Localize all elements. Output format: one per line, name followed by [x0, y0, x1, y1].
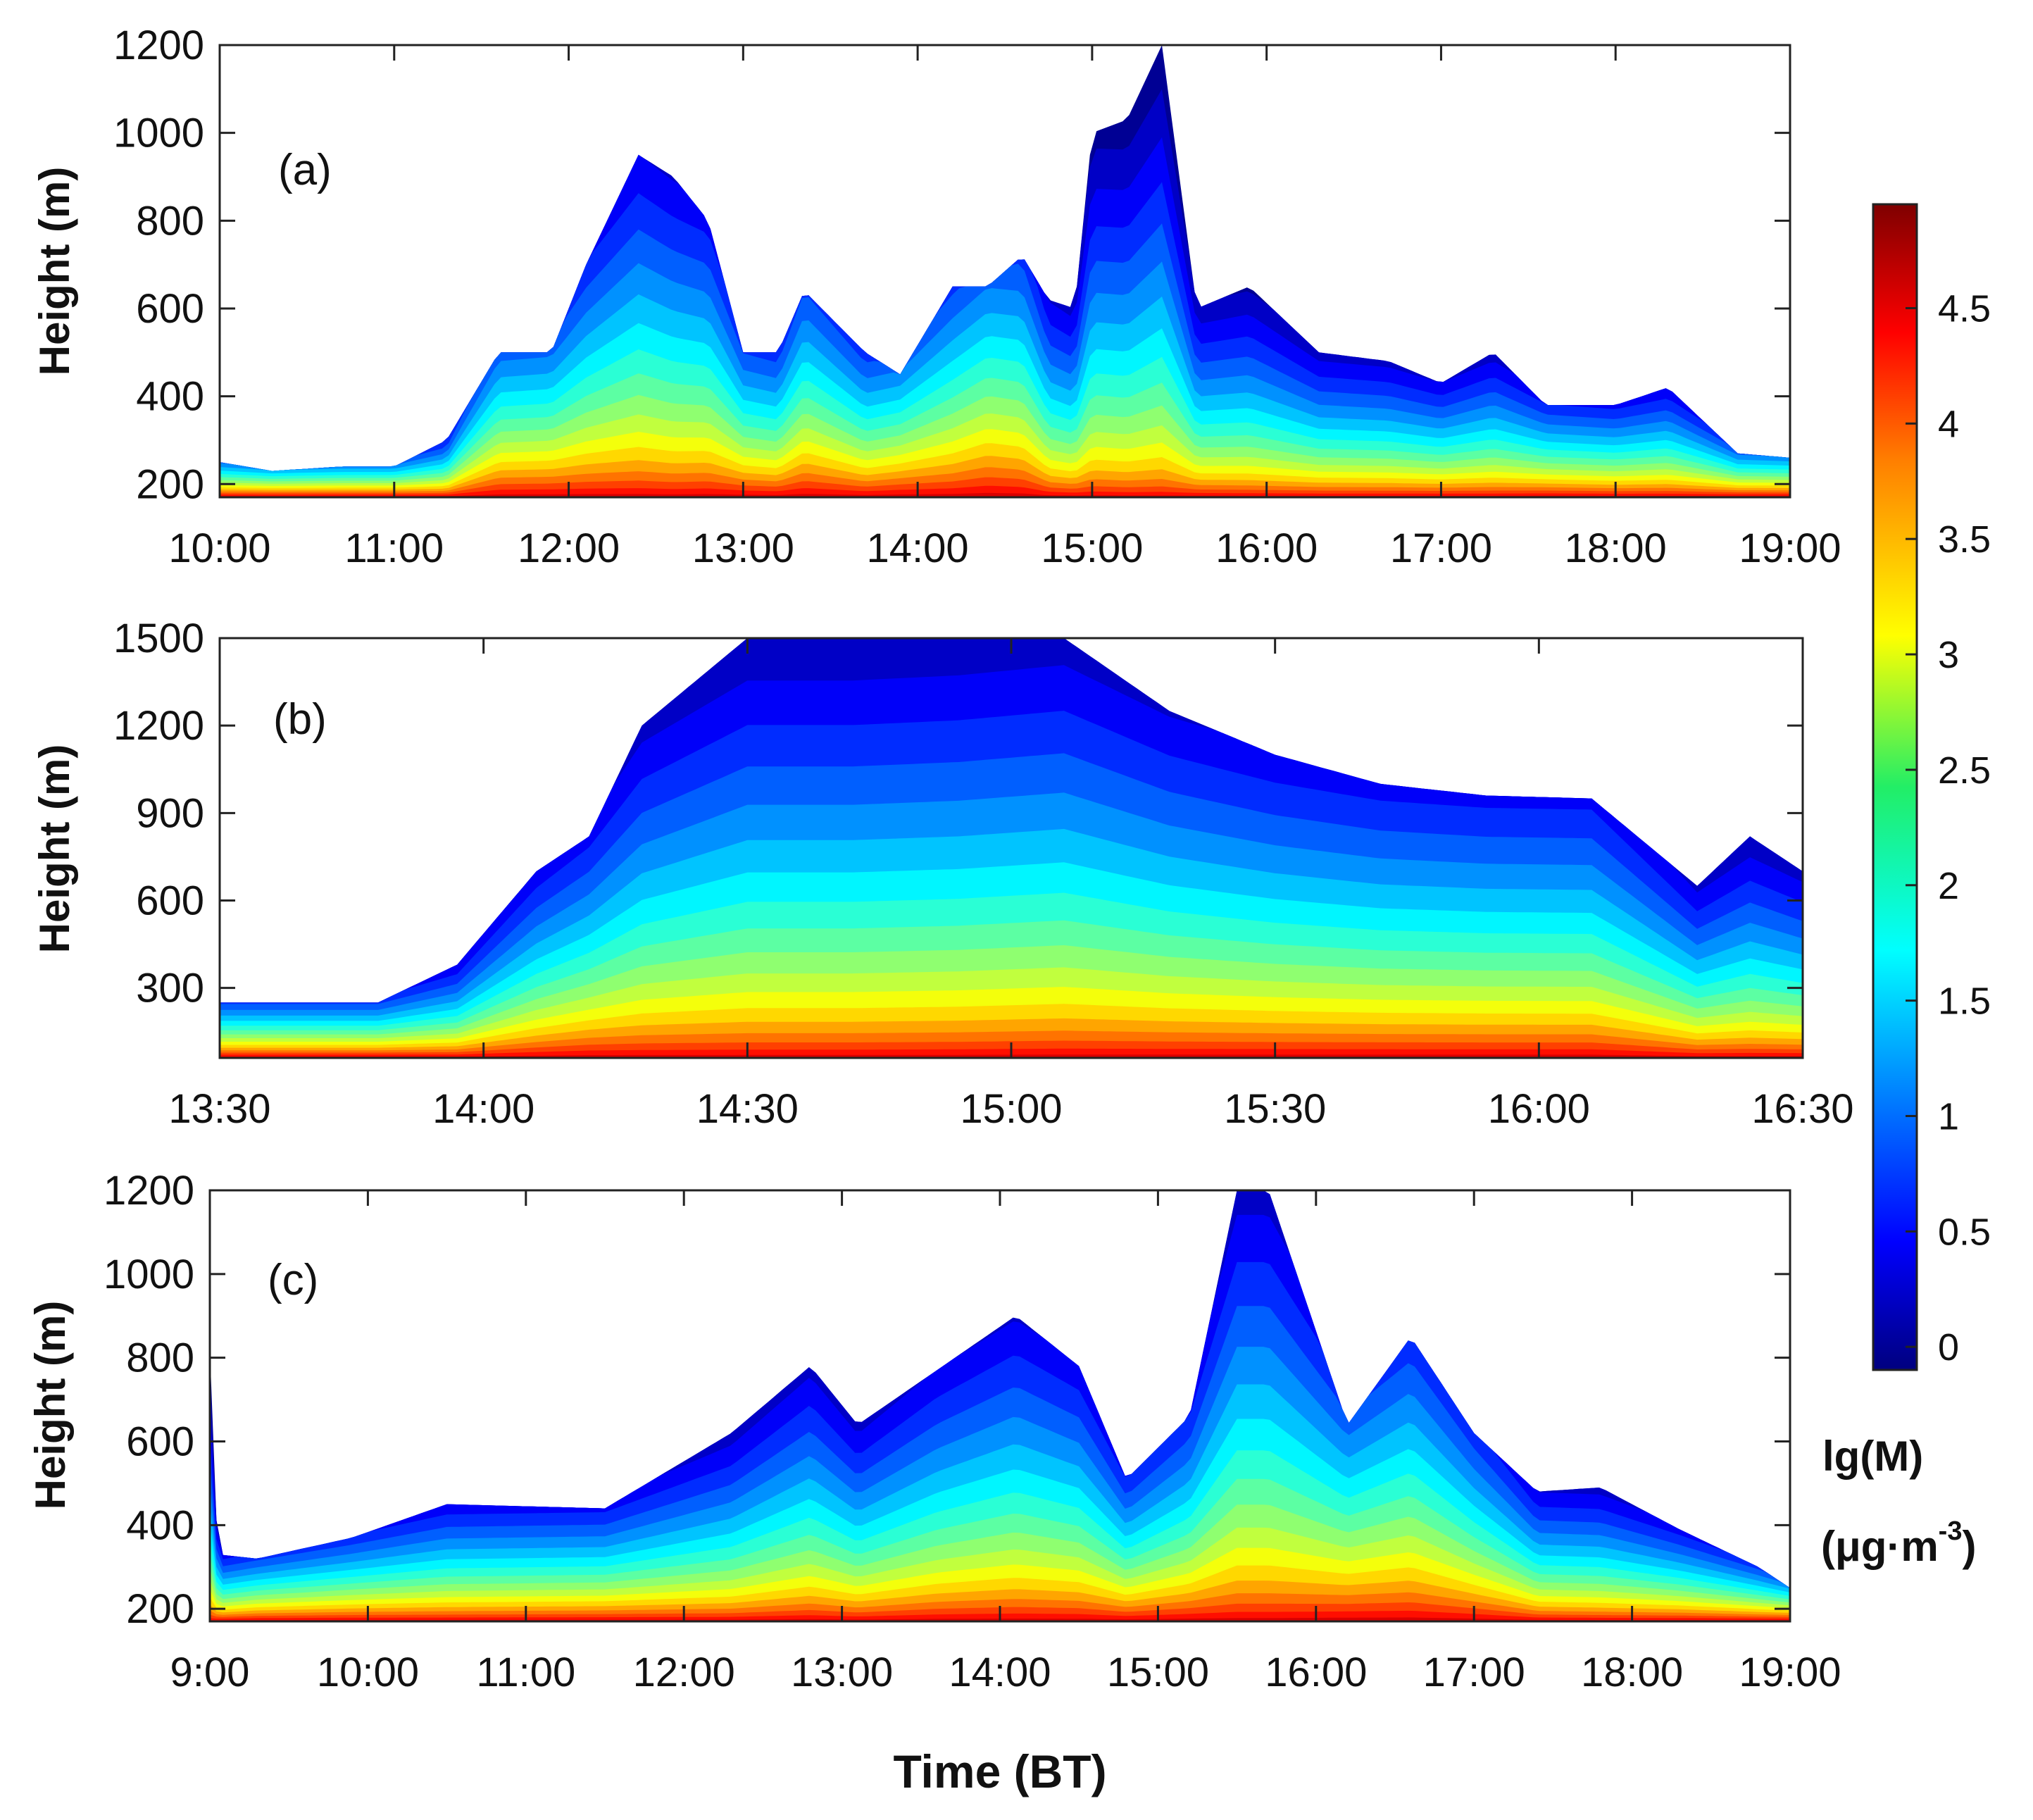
x-tick-label: 16:00 — [1265, 1650, 1367, 1695]
colorbar-tick-label: 2.5 — [1938, 749, 1991, 792]
y-tick-label: 1200 — [113, 703, 204, 749]
y-tick-label: 1200 — [113, 23, 204, 68]
y-tick-label: 1000 — [104, 1252, 194, 1297]
panel-c-y-ticks: 200 400 600 800 1000 1200 — [104, 1168, 1790, 1632]
panel-c-ylabel: Height (m) — [27, 1301, 74, 1510]
x-tick-label: 18:00 — [1565, 525, 1667, 571]
x-tick-label: 15:00 — [1107, 1650, 1209, 1695]
x-tick-label: 13:00 — [692, 525, 794, 571]
panel-a-ylabel: Height (m) — [31, 167, 78, 376]
panel-b-ylabel: Height (m) — [31, 744, 78, 954]
panel-b: 300 600 900 1200 1500 13:30 14:00 14:30 15:00 15… — [31, 616, 1854, 1132]
x-tick-label: 11:00 — [344, 525, 444, 571]
y-tick-label: 800 — [126, 1335, 194, 1381]
colorbar-title-line2: (μg·m-3) — [1821, 1516, 1976, 1570]
y-tick-label: 800 — [136, 198, 204, 244]
x-tick-label: 16:30 — [1751, 1086, 1853, 1132]
panel-b-plot-area — [220, 638, 1803, 1058]
panel-a: 200 400 600 800 1000 1200 10:00 11:00 12:00 13:0… — [31, 23, 1841, 571]
panel-a-plot-area — [220, 45, 1790, 497]
colorbar-tick-label: 3.5 — [1938, 518, 1991, 561]
x-tick-label: 9:00 — [170, 1650, 250, 1695]
x-tick-label: 13:30 — [168, 1086, 270, 1132]
y-tick-label: 400 — [126, 1502, 194, 1548]
x-tick-label: 19:00 — [1739, 525, 1841, 571]
colorbar-tick-label: 3 — [1938, 634, 1959, 676]
colorbar-gradient — [1872, 203, 1918, 1371]
panel-b-y-ticks: 300 600 900 1200 1500 — [113, 616, 1803, 1011]
colorbar-tick-label: 0 — [1938, 1326, 1959, 1369]
x-tick-label: 15:30 — [1224, 1086, 1326, 1132]
x-tick-label: 17:00 — [1423, 1650, 1525, 1695]
colorbar-ticks: 0 0.5 1 1.5 2 2.5 3 3.5 4 4.5 — [1906, 287, 1991, 1369]
panel-b-label: (b) — [273, 695, 327, 744]
panel-a-x-ticks: 10:00 11:00 12:00 13:00 14:00 15:00 16:00 17:00… — [168, 45, 1841, 571]
colorbar-tick-label: 1.5 — [1938, 980, 1991, 1023]
y-tick-label: 200 — [136, 461, 204, 507]
panel-a-label: (a) — [278, 146, 332, 194]
x-tick-label: 12:00 — [518, 525, 620, 571]
panel-c: 200 400 600 800 1000 1200 9:00 10:00 11:00 12:00… — [27, 1168, 1841, 1797]
colorbar-tick-label: 1 — [1938, 1096, 1959, 1138]
x-tick-label: 18:00 — [1581, 1650, 1683, 1695]
y-tick-label: 400 — [136, 374, 204, 420]
x-tick-label: 17:00 — [1390, 525, 1492, 571]
colorbar: 0 0.5 1 1.5 2 2.5 3 3.5 4 4.5 lg(M) (μg·m-3) — [1821, 203, 1991, 1570]
x-tick-label: 15:00 — [960, 1086, 1062, 1132]
x-tick-label: 14:30 — [696, 1086, 799, 1132]
x-tick-label: 10:00 — [317, 1650, 419, 1695]
y-tick-label: 200 — [126, 1586, 194, 1632]
colorbar-tick-label: 4 — [1938, 403, 1959, 445]
y-tick-label: 600 — [136, 286, 204, 332]
x-tick-label: 16:00 — [1488, 1086, 1590, 1132]
x-tick-label: 12:00 — [633, 1650, 735, 1695]
y-tick-label: 1200 — [104, 1168, 194, 1214]
y-tick-label: 1500 — [113, 616, 204, 661]
x-tick-label: 16:00 — [1215, 525, 1318, 571]
x-tick-label: 11:00 — [476, 1650, 575, 1695]
panel-a-y-ticks: 200 400 600 800 1000 1200 — [113, 23, 1790, 507]
panel-c-x-ticks: 9:00 10:00 11:00 12:00 13:00 14:00 15:00 16:00 1… — [170, 1190, 1841, 1695]
colorbar-title-line1: lg(M) — [1822, 1433, 1923, 1480]
panel-b-x-ticks: 13:30 14:00 14:30 15:00 15:30 16:00 16:30 — [168, 638, 1854, 1132]
panel-c-label: (c) — [268, 1256, 318, 1304]
panel-a-frame — [218, 44, 1791, 499]
panel-c-plot-area — [210, 1190, 1790, 1621]
y-tick-label: 300 — [136, 966, 204, 1011]
colorbar-tick-label: 4.5 — [1938, 287, 1991, 330]
x-axis-label: Time (BT) — [893, 1745, 1106, 1797]
x-tick-label: 14:00 — [867, 525, 969, 571]
x-tick-label: 15:00 — [1041, 525, 1143, 571]
contour-band-18 — [220, 492, 1790, 497]
x-tick-label: 19:00 — [1739, 1650, 1841, 1695]
y-tick-label: 600 — [126, 1419, 194, 1465]
colorbar-tick-label: 2 — [1938, 865, 1959, 907]
x-tick-label: 13:00 — [791, 1650, 893, 1695]
y-tick-label: 1000 — [113, 111, 204, 156]
colorbar-tick-label: 0.5 — [1938, 1211, 1991, 1253]
y-tick-label: 900 — [136, 790, 204, 836]
x-tick-label: 10:00 — [168, 525, 270, 571]
y-tick-label: 600 — [136, 878, 204, 924]
x-tick-label: 14:00 — [949, 1650, 1051, 1695]
x-tick-label: 14:00 — [432, 1086, 534, 1132]
